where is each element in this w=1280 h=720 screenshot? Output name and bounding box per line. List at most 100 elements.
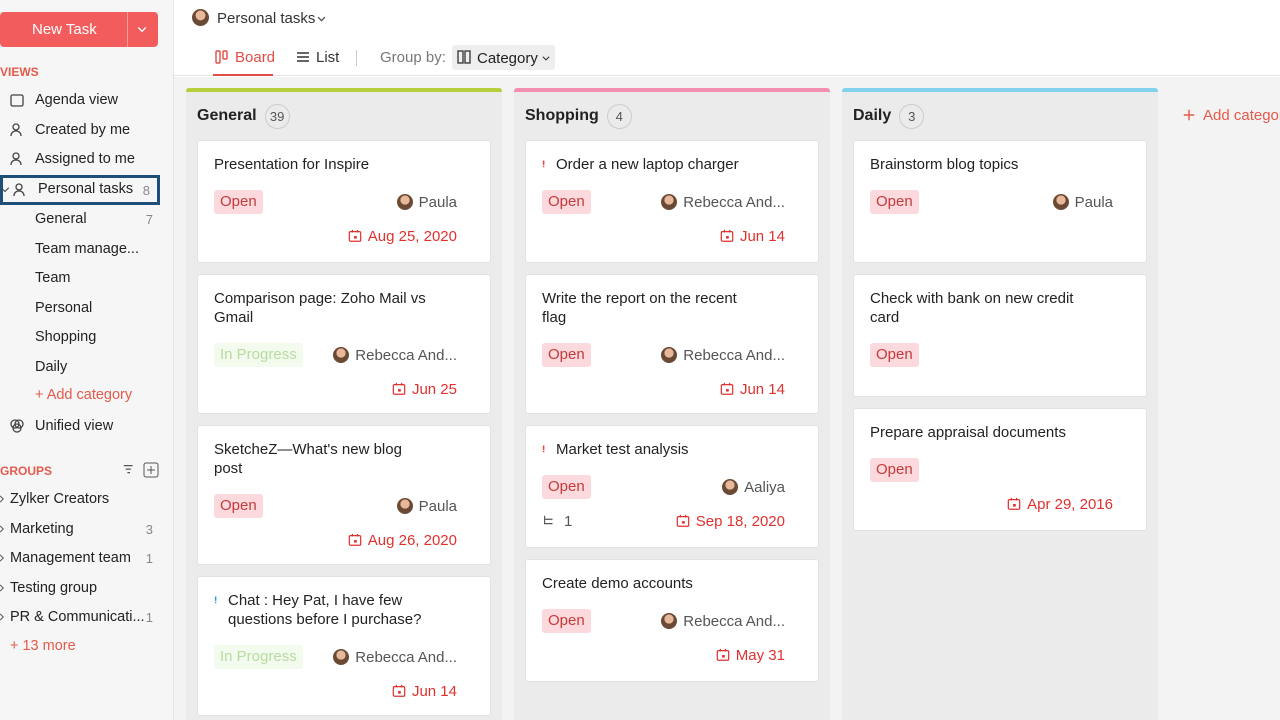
category-item[interactable]: Personal xyxy=(0,298,160,318)
column-header: Daily 3 xyxy=(842,92,1158,140)
card-title-text: Order a new laptop charger xyxy=(556,156,739,173)
card-title: Brainstorm blog topics xyxy=(870,155,1090,174)
group-item[interactable]: PR & Communicati... 1 xyxy=(0,607,160,627)
assignee: Rebecca And... xyxy=(661,347,785,364)
due-date-text: Aug 25, 2020 xyxy=(367,227,457,245)
chevron xyxy=(0,495,4,503)
column-name: Shopping xyxy=(525,107,599,124)
tab-icon xyxy=(297,52,309,62)
chevron xyxy=(0,525,4,533)
assignee-avatar xyxy=(333,347,350,363)
group-item[interactable]: Marketing 3 xyxy=(0,519,160,539)
due-date: May 31 xyxy=(716,647,785,664)
card-title: Chat : Hey Pat, I have few questions bef… xyxy=(214,591,434,629)
view-item[interactable]: Agenda view xyxy=(0,90,160,110)
column-name: Daily xyxy=(853,107,892,124)
task-card[interactable]: Presentation for Inspire Open Paula Aug 25,… xyxy=(197,140,491,263)
task-card[interactable]: Order a new laptop charger Open Rebecca An… xyxy=(525,140,819,263)
group-by-select[interactable]: Category xyxy=(452,45,555,70)
group-item-label: PR & Communicati... xyxy=(10,609,145,626)
category-item[interactable]: Shopping xyxy=(0,327,160,347)
assignee-avatar xyxy=(661,613,678,629)
assignee-name: Rebecca And... xyxy=(683,612,785,630)
more-groups[interactable]: + 13 more xyxy=(10,638,76,654)
card-title: Order a new laptop charger xyxy=(542,155,762,174)
card-title-text: Brainstorm blog topics xyxy=(870,156,1019,173)
assignee: Rebecca And... xyxy=(661,613,785,630)
task-card[interactable]: Write the report on the recent flag Open R… xyxy=(525,274,819,414)
category-item[interactable]: Team xyxy=(0,268,160,288)
category-item[interactable]: Daily xyxy=(0,357,160,377)
group-item-label: Testing group xyxy=(10,579,98,596)
unified-view[interactable]: Unified view xyxy=(0,416,160,436)
new-task-label: New Task xyxy=(32,21,97,38)
category-item[interactable]: Team manage... xyxy=(0,239,160,259)
view-item[interactable]: Personal tasks 8 xyxy=(0,175,160,205)
view-item[interactable]: Assigned to me xyxy=(0,149,160,169)
task-card[interactable]: Create demo accounts Open Rebecca And... Ma… xyxy=(525,559,819,682)
chevron xyxy=(317,16,326,22)
add-category[interactable]: + Add category xyxy=(35,387,133,403)
task-card[interactable]: Prepare appraisal documents Open Apr 29, 2… xyxy=(853,408,1147,531)
status-badge: Open xyxy=(542,190,591,214)
assignee: Aaliya xyxy=(722,479,785,496)
status-badge: Open xyxy=(870,343,919,367)
card-meta: In Progress Rebecca And... xyxy=(214,645,457,669)
column-bar xyxy=(514,88,830,92)
card-footer: May 31 xyxy=(542,645,785,665)
tab-underline xyxy=(213,74,273,76)
assignee-name: Rebecca And... xyxy=(355,346,457,364)
card-footer: Jun 25 xyxy=(214,379,457,399)
category-item-label: Personal xyxy=(35,299,93,316)
card-footer: Aug 25, 2020 xyxy=(214,226,457,246)
assignee: Rebecca And... xyxy=(333,347,457,364)
category-item[interactable]: General 7 xyxy=(0,209,160,229)
subtask-icon xyxy=(544,515,553,525)
card-title-text: Chat : Hey Pat, I have few questions bef… xyxy=(228,592,422,628)
card-title-text: Presentation for Inspire xyxy=(214,156,370,173)
assignee-name: Aaliya xyxy=(744,478,785,496)
tab-label: Board xyxy=(235,49,276,66)
unified-view-label: Unified view xyxy=(35,418,114,434)
calendar-icon xyxy=(1007,497,1021,510)
column-header: Shopping 4 xyxy=(514,92,830,140)
due-date-text: Sep 18, 2020 xyxy=(695,512,785,530)
assignee-avatar xyxy=(333,649,350,665)
status-badge: Open xyxy=(870,458,919,482)
group-item[interactable]: Management team 1 xyxy=(0,548,160,568)
assignee: Paula xyxy=(396,498,457,515)
view-title[interactable]: Personal tasks xyxy=(217,10,316,27)
calendar-icon xyxy=(348,229,362,242)
card-meta: Open Rebecca And... xyxy=(542,343,785,367)
card-title-text: Prepare appraisal documents xyxy=(870,424,1066,441)
view-item[interactable]: Created by me xyxy=(0,120,160,140)
card-title-text: Market test analysis xyxy=(556,441,689,458)
task-card[interactable]: Check with bank on new credit card Open xyxy=(853,274,1147,397)
group-item[interactable]: Zylker Creators xyxy=(0,489,160,509)
card-title: Check with bank on new credit card xyxy=(870,289,1090,327)
card-title-text: Comparison page: Zoho Mail vs Gmail xyxy=(214,290,426,326)
task-card[interactable]: SketcheZ—What's new blog post Open Paula Au… xyxy=(197,425,491,565)
view-item-label: Personal tasks xyxy=(38,181,134,197)
card-meta: Open xyxy=(870,343,1113,367)
due-date-text: May 31 xyxy=(735,646,785,664)
item-icon xyxy=(10,419,24,433)
group-add xyxy=(143,462,159,478)
due-date-text: Apr 29, 2016 xyxy=(1027,495,1113,513)
new-task-button[interactable]: New Task xyxy=(0,12,158,47)
card-meta: Open Paula xyxy=(214,494,457,518)
assignee-name: Rebecca And... xyxy=(683,346,785,364)
due-date: Jun 14 xyxy=(720,228,785,245)
priority-mark xyxy=(214,596,217,604)
task-card[interactable]: Market test analysis Open Aaliya 1 Sep 18, 2… xyxy=(525,425,819,548)
views-title: VIEWS xyxy=(0,65,39,79)
calendar-icon xyxy=(716,648,730,661)
group-item[interactable]: Testing group xyxy=(0,578,160,598)
task-card[interactable]: Brainstorm blog topics Open Paula xyxy=(853,140,1147,263)
card-title-text: Create demo accounts xyxy=(542,575,693,592)
task-card[interactable]: Chat : Hey Pat, I have few questions bef… xyxy=(197,576,491,716)
column-count: 39 xyxy=(264,103,290,129)
calendar-icon xyxy=(676,514,690,527)
task-card[interactable]: Comparison page: Zoho Mail vs Gmail In Pr… xyxy=(197,274,491,414)
due-date: Sep 18, 2020 xyxy=(676,513,785,530)
